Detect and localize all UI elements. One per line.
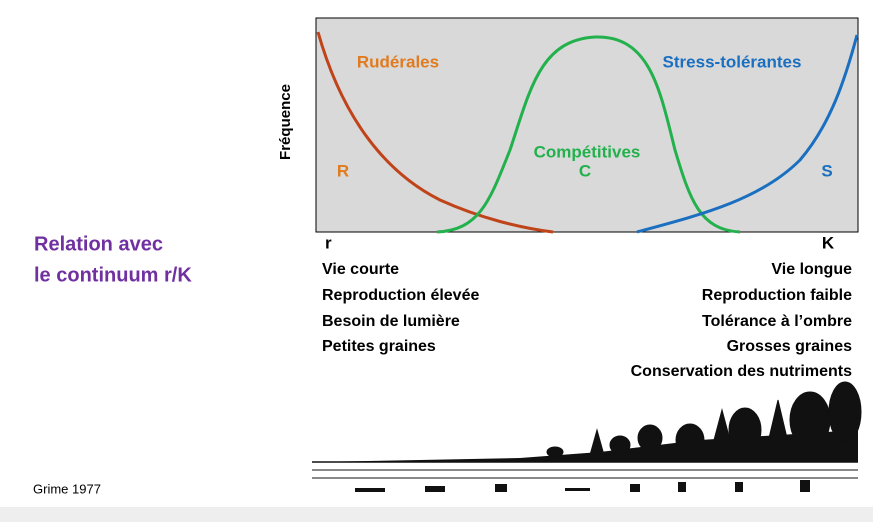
trait-k: Vie longue [771,261,852,278]
axis-end: r [325,233,332,252]
curve-c [436,35,741,234]
succession-illustration [312,381,862,492]
trait-k: Conservation des nutriments [631,363,852,380]
curve-letter: R [337,161,349,180]
curve-label: Compétitives [534,142,641,161]
citation: Grime 1977 [33,481,101,496]
y-axis-label: Fréquence [277,84,294,160]
curve-label: Stress-tolérantes [663,52,802,71]
trait-r: Besoin de lumière [322,313,460,330]
trait-k: Tolérance à l’ombre [702,313,852,330]
curve-letter: C [579,161,591,180]
title: le continuum r/K [34,264,192,286]
plot-area [315,17,859,233]
trait-k: Grosses graines [727,338,853,355]
curve-r [316,31,554,234]
trait-k: Reproduction faible [702,287,852,304]
axis-end: K [822,233,835,252]
title: Relation avec [34,233,163,255]
curve-s [636,34,859,234]
curve-label: Rudérales [357,52,439,71]
trait-r: Vie courte [322,261,399,278]
curve-letter: S [821,161,832,180]
trait-r: Petites graines [322,338,436,355]
footer-band [0,507,873,522]
trait-r: Reproduction élevée [322,287,479,304]
